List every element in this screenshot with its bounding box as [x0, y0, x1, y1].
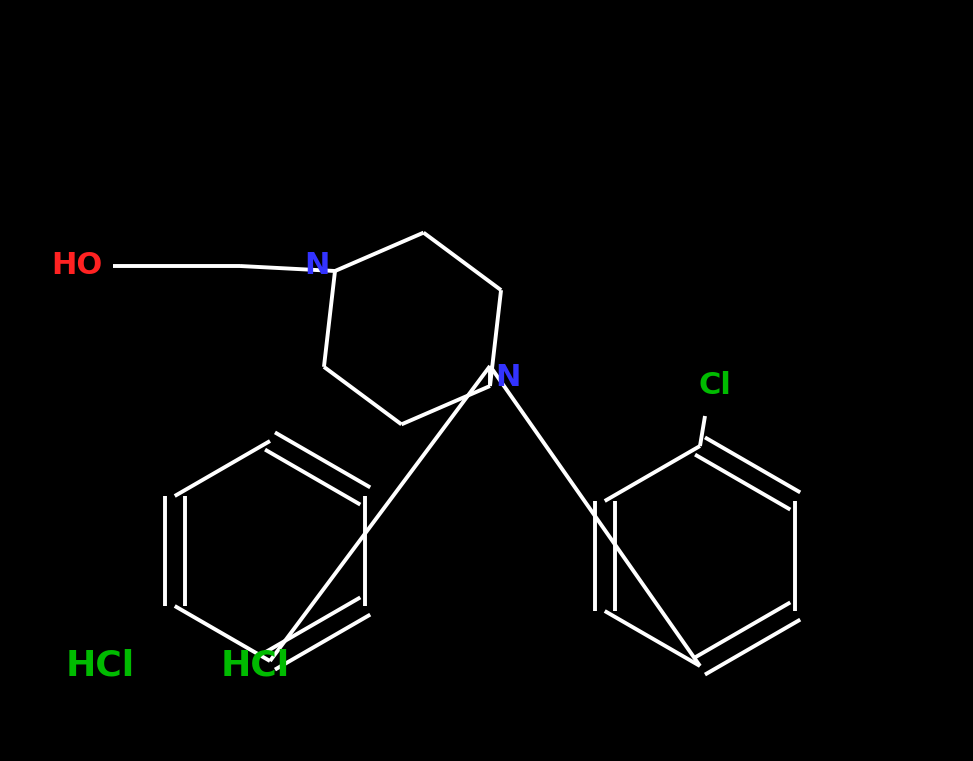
- Text: N: N: [495, 364, 521, 393]
- Text: HO: HO: [52, 251, 102, 281]
- Text: HCl: HCl: [221, 649, 290, 683]
- Text: HCl: HCl: [65, 649, 134, 683]
- Text: Cl: Cl: [699, 371, 732, 400]
- Text: N: N: [305, 251, 330, 281]
